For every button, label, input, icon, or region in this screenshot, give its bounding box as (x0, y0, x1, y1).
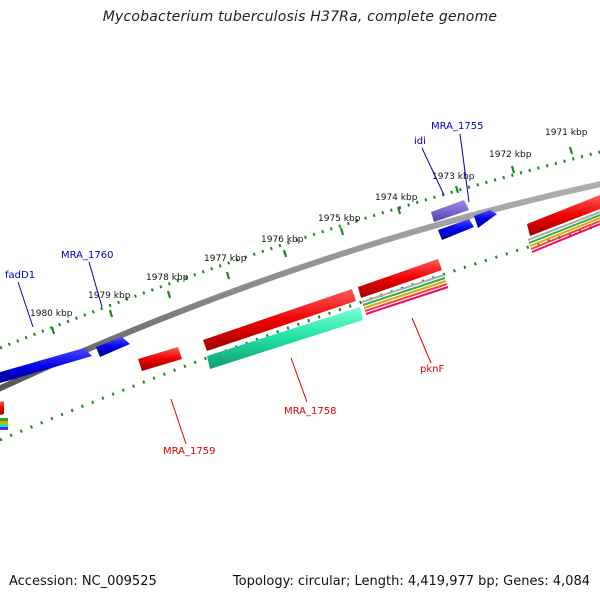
minus-strand-features (0, 195, 600, 430)
leader-lines (17, 133, 470, 445)
gene-right-red (527, 195, 600, 236)
ruler-label: 1971 kbp (545, 128, 588, 138)
plus-strand-features (0, 200, 497, 384)
major-ticks (50, 146, 574, 335)
gene-mra-1760 (96, 337, 130, 357)
ruler-label: 1976 kbp (261, 235, 304, 245)
gene-label-mra-1755: MRA_1755 (431, 121, 483, 132)
ruler-label: 1977 kbp (204, 254, 247, 264)
ruler-label: 1980 kbp (30, 309, 73, 319)
ruler-labels: 1971 kbp 1972 kbp 1973 kbp 1974 kbp 1975… (30, 128, 588, 319)
minus-gene-labels: pknF MRA_1758 MRA_1759 (163, 364, 444, 457)
gene-idi-trna (431, 200, 469, 222)
plus-gene-labels: MRA_1755 idi MRA_1760 fadD1 (5, 121, 483, 281)
gene-label-pknf: pknF (420, 364, 444, 375)
outer-ruler (0, 150, 600, 350)
accession-text: Accession: NC_009525 (9, 574, 157, 589)
ruler-label: 1974 kbp (375, 193, 418, 203)
gene-edge-red (0, 401, 4, 415)
map-title: Mycobacterium tuberculosis H37Ra, comple… (102, 9, 498, 25)
ruler-label: 1979 kbp (88, 291, 131, 301)
gene-label-mra-1758: MRA_1758 (284, 406, 336, 417)
gene-mra-1758 (207, 307, 363, 369)
ruler-label: 1975 kbp (318, 214, 361, 224)
gene-mra-1755 (474, 210, 497, 228)
gene-label-mra-1759: MRA_1759 (163, 446, 215, 457)
ruler-label: 1972 kbp (489, 150, 532, 160)
gene-mra-1759 (138, 347, 182, 371)
gene-fadD1 (0, 348, 92, 384)
gene-label-idi: idi (414, 136, 426, 147)
ruler-label: 1973 kbp (432, 172, 475, 182)
gene-label-mra-1760: MRA_1760 (61, 250, 113, 261)
gene-red-mid (203, 289, 356, 351)
genome-backbone (0, 181, 600, 392)
ruler-label: 1978 kbp (146, 273, 189, 283)
gene-label-fadd1: fadD1 (5, 270, 35, 281)
gene-plus-1 (438, 219, 474, 240)
genome-summary-text: Topology: circular; Length: 4,419,977 bp… (232, 574, 590, 589)
gene-pknF (358, 259, 442, 298)
